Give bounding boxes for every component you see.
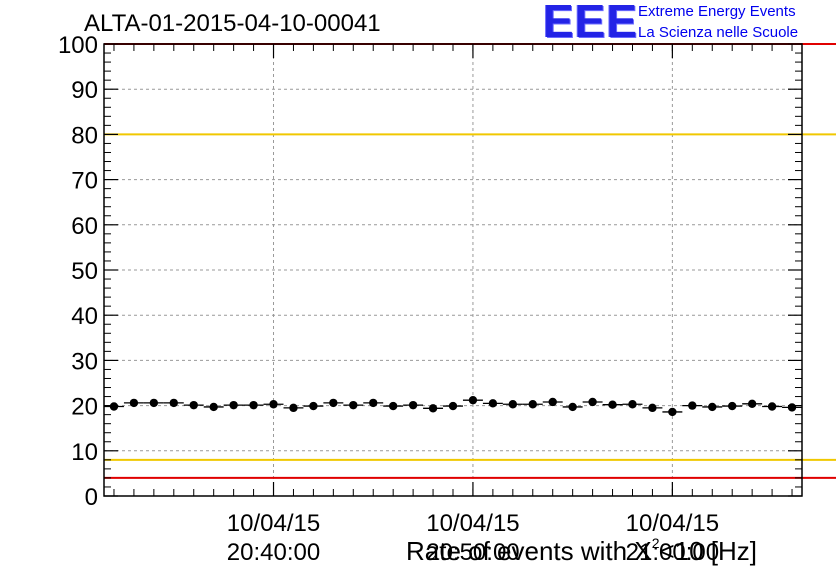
data-point — [269, 400, 278, 409]
data-point — [149, 398, 159, 408]
y-grid — [104, 88, 802, 452]
data-point — [249, 400, 258, 410]
data-point — [428, 404, 438, 413]
y-tick-label: 60 — [71, 213, 98, 240]
data-point — [787, 403, 797, 412]
data-point — [648, 403, 657, 413]
data-point — [369, 398, 378, 408]
reference-lines — [104, 43, 836, 479]
data-point — [388, 401, 398, 411]
logo-line2: La Scienza nelle Scuole — [638, 24, 799, 41]
data-point — [508, 400, 518, 409]
data-point — [468, 395, 478, 405]
x-ticks — [113, 44, 793, 496]
y-axis-label-sup: 2 — [651, 535, 660, 552]
data-point — [628, 400, 637, 409]
x-tick-label-date: 10/04/15 — [227, 510, 320, 537]
data-point — [329, 398, 338, 408]
data-point — [548, 397, 557, 407]
x-tick-label-date: 10/04/15 — [426, 510, 519, 537]
x-tick-label-date: 10/04/15 — [626, 510, 719, 537]
data-point — [109, 402, 119, 411]
y-tick-label: 50 — [71, 258, 98, 285]
x-tick-labels: 10/04/1520:40:0010/04/1520:50:0010/04/15… — [227, 510, 719, 566]
data-point — [349, 400, 358, 410]
data-point — [309, 401, 318, 411]
y-axis-label: Rate of events with X2<10 [Hz] — [406, 535, 758, 567]
y-ticks — [104, 43, 802, 497]
data-point — [688, 401, 697, 410]
y-tick-label: 20 — [71, 394, 98, 421]
y-tick-label: 70 — [71, 168, 98, 195]
data-points — [104, 395, 802, 417]
y-axis-label-prefix: Rate of events with X — [406, 536, 652, 566]
y-tick-label: 80 — [71, 122, 98, 149]
data-point — [229, 400, 238, 410]
y-axis-label-suffix: <10 [Hz] — [659, 536, 758, 566]
data-point — [747, 399, 757, 408]
data-point — [408, 400, 418, 410]
chart-title: ALTA-01-2015-04-10-00041 — [84, 10, 381, 37]
data-point — [189, 400, 198, 410]
data-point — [528, 400, 537, 409]
data-point — [209, 402, 218, 412]
x-tick-label-time: 21:00:00 — [626, 539, 719, 566]
logo-line1: Extreme Energy Events — [638, 3, 796, 20]
logo-mark: EEE — [543, 0, 639, 47]
y-tick-label: 90 — [71, 77, 98, 104]
y-tick-label: 40 — [71, 303, 98, 330]
data-point — [608, 400, 617, 409]
y-tick-label: 30 — [71, 348, 98, 375]
data-point — [568, 402, 577, 412]
x-tick-label-time: 20:50:00 — [426, 539, 519, 566]
data-point — [169, 398, 178, 408]
x-tick-label-time: 20:40:00 — [227, 539, 320, 566]
data-point — [129, 398, 139, 408]
data-point — [588, 397, 597, 407]
data-point — [289, 403, 298, 413]
y-tick-label: 0 — [85, 484, 98, 511]
data-point — [488, 399, 498, 408]
y-tick-labels: 0 10 20 30 40 50 60 70 80 90 100 — [58, 32, 98, 511]
data-point — [448, 401, 458, 411]
data-point — [708, 402, 717, 412]
y-tick-label: 100 — [58, 32, 98, 59]
eee-logo: EEE Extreme Energy Events La Scienza nel… — [543, 0, 833, 47]
y-tick-label: 10 — [71, 439, 98, 466]
data-point — [767, 402, 777, 411]
data-point — [728, 401, 737, 411]
data-point — [668, 407, 677, 417]
